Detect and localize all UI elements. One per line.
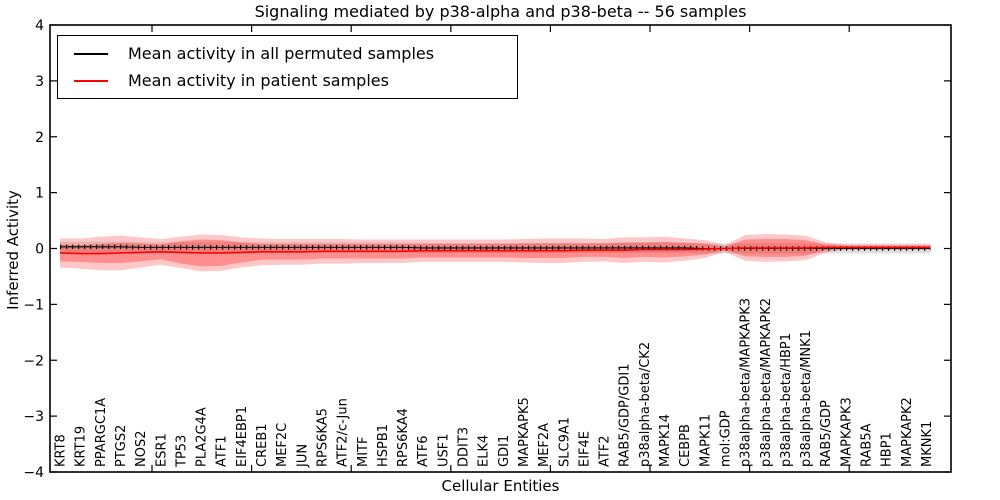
x-category-label: MEF2C <box>275 423 290 467</box>
patient-inner-band <box>60 239 931 267</box>
x-category-label: EIF4EBP1 <box>235 406 250 467</box>
x-category-label: PLA2G4A <box>195 407 210 467</box>
x-category-label: ATF6 <box>416 435 431 467</box>
x-category-label: NOS2 <box>134 431 149 467</box>
x-category-label: KRT8 <box>54 434 69 467</box>
ytick-label: 0 <box>35 242 44 258</box>
x-category-label: DDIT3 <box>457 427 472 467</box>
legend-item-permuted: Mean activity in all permuted samples <box>74 44 517 63</box>
x-category-label: CREB1 <box>255 423 270 467</box>
legend-line-permuted-icon <box>74 52 108 55</box>
legend-item-patient: Mean activity in patient samples <box>74 71 517 90</box>
x-category-label: p38alpha-beta/MAPKAPK3 <box>739 298 754 467</box>
x-category-label: HBP1 <box>880 432 895 467</box>
ytick-label: 2 <box>35 130 44 146</box>
x-category-label: MAPKAPK2 <box>900 397 915 467</box>
ytick-label: 1 <box>35 186 44 202</box>
x-category-label: ATF2 <box>598 435 613 467</box>
ytick-label: −3 <box>23 409 44 425</box>
x-category-label: RPS6KA5 <box>315 408 330 467</box>
x-category-label: p38alpha-beta/MAPKAPK2 <box>759 298 774 467</box>
x-category-label: ATF1 <box>215 435 230 467</box>
legend: Mean activity in all permuted samples Me… <box>57 35 518 99</box>
x-category-label: CEBPB <box>678 424 693 467</box>
x-category-label: TP53 <box>174 435 189 468</box>
x-category-label: USF1 <box>436 433 451 467</box>
legend-label-patient: Mean activity in patient samples <box>128 71 389 90</box>
x-category-label: GDI1 <box>497 435 512 467</box>
x-category-label: HSPB1 <box>376 424 391 467</box>
x-category-label: MITF <box>356 437 371 467</box>
x-category-label: ATF2/c-Jun <box>336 398 351 467</box>
ytick-label: 4 <box>35 18 44 34</box>
x-category-label: RAB5A <box>860 423 875 467</box>
x-category-label: mol:GDP <box>718 410 733 467</box>
x-category-label: MAPKAPK3 <box>839 397 854 467</box>
x-category-label: MEF2A <box>537 423 552 467</box>
x-category-label: RAB5/GDP <box>819 400 834 467</box>
x-category-label: p38alpha-beta/HBP1 <box>779 333 794 467</box>
x-category-label: KRT19 <box>74 426 89 467</box>
x-category-label: ESR1 <box>154 433 169 467</box>
x-category-label: PTGS2 <box>114 425 129 467</box>
x-category-label: p38alpha-beta/CK2 <box>638 342 653 467</box>
ytick-label: −2 <box>23 353 44 369</box>
legend-line-patient-icon <box>74 79 108 82</box>
ytick-label: 3 <box>35 74 44 90</box>
x-category-label: MAPK14 <box>658 414 673 467</box>
x-category-label: SLC9A1 <box>557 417 572 467</box>
x-category-label: PPARGC1A <box>94 398 109 467</box>
x-category-label: p38alpha-beta/MNK1 <box>799 330 814 467</box>
x-category-label: MAPKAPK5 <box>517 397 532 467</box>
x-axis-label: Cellular Entities <box>441 477 560 495</box>
x-category-label: JUN <box>295 444 310 468</box>
x-category-label: RPS6KA4 <box>396 408 411 467</box>
x-category-label: EIF4E <box>577 431 592 467</box>
ytick-label: −4 <box>23 465 44 481</box>
patient-mean-line <box>59 246 931 255</box>
x-category-label: RAB5/GDP/GDI1 <box>618 364 633 467</box>
x-category-label: ELK4 <box>477 435 492 467</box>
patient-outer-band <box>60 233 931 272</box>
ytick-label: −1 <box>23 297 44 313</box>
x-category-label: MKNK1 <box>920 421 935 467</box>
y-axis-label: Inferred Activity <box>4 190 22 310</box>
chart-title: Signaling mediated by p38-alpha and p38-… <box>254 2 747 21</box>
x-category-label: MAPK11 <box>698 414 713 467</box>
legend-label-permuted: Mean activity in all permuted samples <box>128 44 435 63</box>
